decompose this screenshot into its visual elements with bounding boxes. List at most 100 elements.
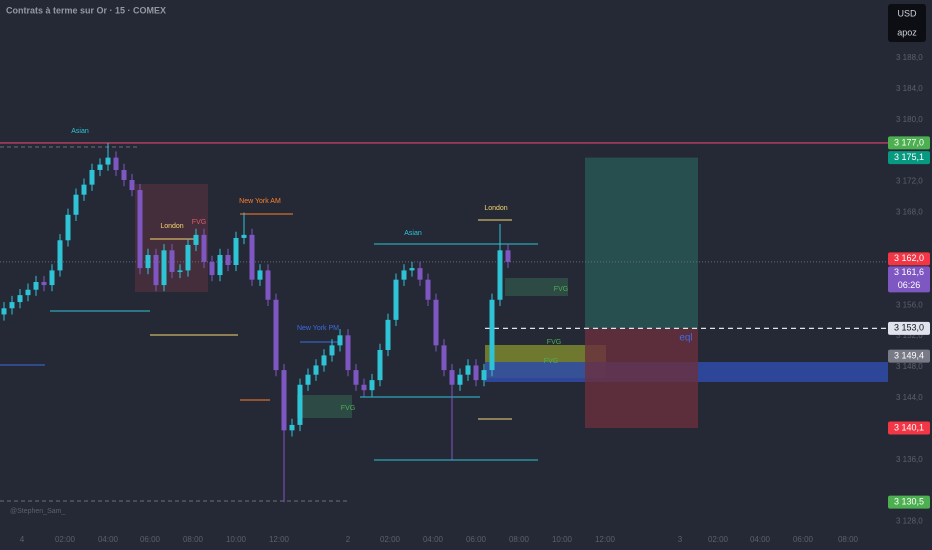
price-tag (888, 421, 930, 435)
candle-body (9, 302, 15, 309)
x-tick-label: 10:00 (552, 535, 573, 544)
x-tick-label: 04:00 (423, 535, 444, 544)
annotation: New York PM (297, 325, 339, 332)
candle-body (433, 299, 439, 346)
watermark: @Stephen_Sam_ (10, 508, 65, 515)
annotation: Asian (404, 230, 422, 237)
candle-body (385, 319, 391, 350)
price-tag-label: 3 140,1 (894, 422, 924, 432)
candle-body (329, 345, 335, 356)
y-tick-label: 3 128,0 (896, 517, 923, 526)
candle-body (321, 355, 327, 366)
y-tick-label: 3 144,0 (896, 393, 923, 402)
candle-body (25, 289, 31, 296)
x-tick-label: 02:00 (380, 535, 401, 544)
candle-body (233, 237, 239, 265)
candle-body (73, 194, 79, 215)
annotation: FVG (341, 405, 355, 412)
candle-body (369, 380, 375, 391)
candle-body (241, 234, 247, 238)
position-profit (585, 157, 698, 329)
candle-body (305, 374, 311, 385)
x-tick-label: 02:00 (55, 535, 76, 544)
currency-box[interactable] (888, 4, 926, 42)
candle-body (201, 234, 207, 262)
y-tick-label: 3 136,0 (896, 455, 923, 464)
candle-body (465, 365, 471, 375)
y-tick-label: 3 148,0 (896, 362, 923, 371)
x-tick-label: 12:00 (595, 535, 616, 544)
candle-body (105, 157, 111, 165)
candle-body (249, 234, 255, 280)
candle-body (193, 234, 199, 245)
price-tag-label: 3 177,0 (894, 137, 924, 147)
candle-body (161, 250, 167, 286)
candle-body (481, 370, 487, 381)
candle-body (153, 254, 159, 286)
price-tag (888, 266, 930, 293)
price-tag (888, 349, 930, 363)
x-tick-label: 10:00 (226, 535, 247, 544)
candle-body (49, 270, 55, 286)
candle-body (489, 299, 495, 371)
x-tick-label: 08:00 (183, 535, 204, 544)
annotation: FVG (554, 286, 568, 293)
fvg-box (485, 345, 606, 362)
annotation: London (160, 223, 183, 230)
annotation: London (484, 205, 507, 212)
price-tag (888, 136, 930, 150)
candle-body (441, 345, 447, 371)
position-loss (585, 328, 698, 429)
annotation: eql (679, 333, 692, 344)
candle-body (497, 250, 503, 300)
candle-body (33, 281, 39, 290)
annotation: FVG (547, 339, 561, 346)
candle-body (449, 370, 455, 385)
candle-body (457, 374, 463, 385)
annotation: Asian (71, 128, 89, 135)
price-tag-label: 3 153,0 (894, 323, 924, 333)
candle-body (377, 349, 383, 381)
price-tag (888, 252, 930, 266)
price-tag-label: 3 149,4 (894, 351, 924, 361)
candle-body (505, 250, 511, 262)
candle-body (273, 299, 279, 371)
candle-body (393, 279, 399, 320)
candle-body (353, 370, 359, 385)
y-tick-label: 3 172,0 (896, 177, 923, 186)
candle-body (345, 335, 351, 371)
x-tick-label: 3 (678, 535, 683, 544)
candle-body (169, 250, 175, 272)
y-tick-label: 3 152,0 (896, 331, 923, 340)
candle-body (89, 169, 95, 185)
price-tag (888, 321, 930, 335)
y-tick-label: 3 184,0 (896, 84, 923, 93)
candle-body (289, 424, 295, 431)
candle-body (225, 254, 231, 265)
price-tag (888, 151, 930, 165)
x-tick-label: 08:00 (838, 535, 859, 544)
candle-body (121, 169, 127, 181)
price-tag (888, 495, 930, 509)
candle-body (97, 164, 103, 170)
candle-body (185, 244, 191, 271)
candle-body (129, 180, 135, 191)
y-tick-label: 3 156,0 (896, 300, 923, 309)
candle-body (217, 254, 223, 276)
candle-body (337, 335, 343, 346)
x-tick-label: 4 (20, 535, 25, 544)
candle-body (57, 240, 63, 271)
currency: USD (897, 8, 917, 18)
price-tag-label: 3 130,5 (894, 497, 924, 507)
candle-body (177, 270, 183, 272)
candle-body (41, 281, 47, 286)
candle-body (297, 384, 303, 425)
candle-body (145, 254, 151, 269)
fvg-box (505, 278, 568, 296)
candle-body (313, 365, 319, 375)
x-tick-label: 04:00 (750, 535, 771, 544)
candle-body (401, 270, 407, 280)
y-tick-label: 3 168,0 (896, 208, 923, 217)
candle-body (361, 384, 367, 391)
